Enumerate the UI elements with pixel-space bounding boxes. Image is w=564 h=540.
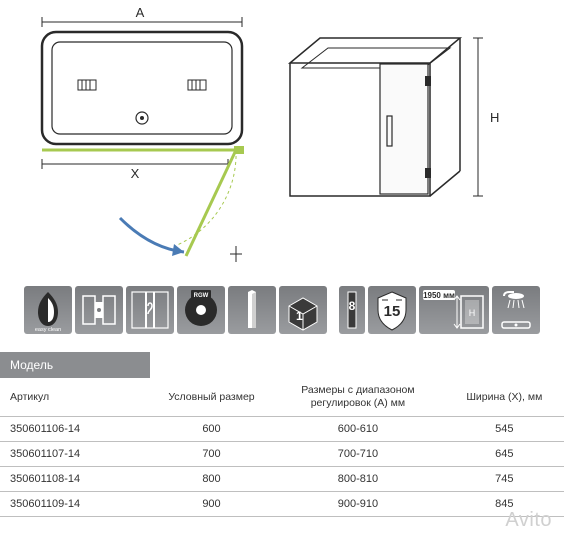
table-title: Модель: [0, 352, 150, 378]
table-cell: 350601107-14: [0, 442, 152, 467]
table-row: 350601109-14900900-910845: [0, 492, 564, 517]
table-cell: 700: [152, 442, 271, 467]
table-cell: 350601106-14: [0, 417, 152, 442]
dim-label-H: H: [490, 110, 499, 125]
rgw-icon: RGW: [177, 286, 225, 334]
iso-view-diagram: H: [290, 38, 499, 196]
svg-text:easy clean: easy clean: [35, 327, 61, 333]
col-header: Размеры с диапазоном регулировок (A) мм: [271, 378, 445, 417]
col-header: Артикул: [0, 378, 152, 417]
easy-clean-icon: easy clean: [24, 286, 72, 334]
table-header-row: Артикул Условный размер Размеры с диапаз…: [0, 378, 564, 417]
svg-text:1: 1: [296, 309, 303, 323]
technical-diagrams: A X: [0, 0, 564, 280]
spec-table: Модель Артикул Условный размер Размеры с…: [0, 352, 564, 517]
table-cell: 350601108-14: [0, 467, 152, 492]
table-cell: 600: [152, 417, 271, 442]
table-row: 350601107-14700700-710645: [0, 442, 564, 467]
package-icon: 1: [279, 286, 327, 334]
table-cell: 900: [152, 492, 271, 517]
shower-icon: [492, 286, 540, 334]
table-cell: 900-910: [271, 492, 445, 517]
svg-text:1950 мм: 1950 мм: [423, 291, 455, 300]
col-header: Ширина (X), мм: [445, 378, 564, 417]
table-cell: 545: [445, 417, 564, 442]
dim-label-A: A: [136, 5, 145, 20]
table-cell: 800-810: [271, 467, 445, 492]
table-cell: 645: [445, 442, 564, 467]
table-row: 350601108-14800800-810745: [0, 467, 564, 492]
table-row: 350601106-14600600-610545: [0, 417, 564, 442]
table-cell: 745: [445, 467, 564, 492]
svg-text:H: H: [469, 308, 476, 318]
seal-icon: [126, 286, 174, 334]
top-view-diagram: A X: [42, 5, 244, 262]
col-header: Условный размер: [152, 378, 271, 417]
hinge-icon: [75, 286, 123, 334]
svg-text:15: 15: [384, 303, 401, 320]
svg-text:8: 8: [349, 299, 356, 313]
profile-icon: [228, 286, 276, 334]
dim-label-X: X: [131, 166, 140, 181]
warranty-icon: 15: [368, 286, 416, 334]
table-cell: 600-610: [271, 417, 445, 442]
table-cell: 350601109-14: [0, 492, 152, 517]
thickness-icon: 8: [339, 286, 365, 334]
table-cell: 700-710: [271, 442, 445, 467]
table-cell: 800: [152, 467, 271, 492]
feature-icon-row: easy clean RGW: [0, 286, 564, 334]
watermark: Avito: [505, 509, 552, 532]
svg-text:RGW: RGW: [194, 293, 209, 299]
height-icon: 1950 мм H: [419, 286, 489, 334]
